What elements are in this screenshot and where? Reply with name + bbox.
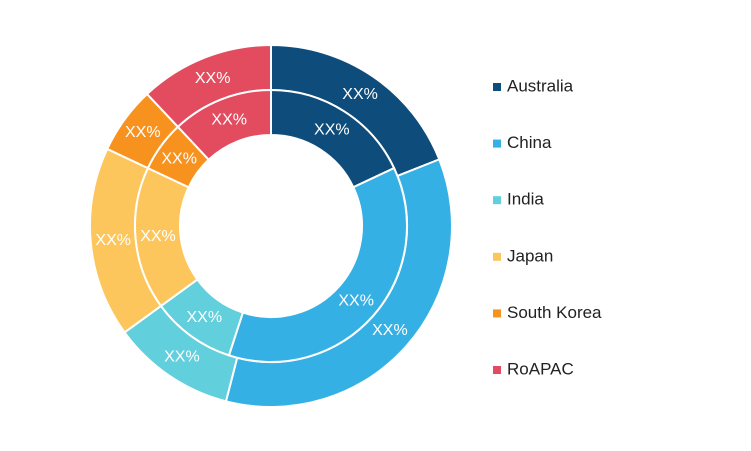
data-label: XX% — [372, 322, 408, 339]
legend-swatch — [493, 309, 501, 318]
legend-swatch — [493, 83, 501, 91]
data-label: XX% — [195, 70, 231, 87]
data-label: XX% — [164, 348, 200, 365]
legend-swatch — [493, 196, 501, 205]
legend-label: Japan — [507, 246, 553, 265]
donut-slice — [224, 158, 453, 408]
data-label: XX% — [211, 112, 247, 129]
data-label: XX% — [95, 232, 131, 249]
legend-label: China — [507, 133, 552, 152]
data-label: XX% — [161, 151, 197, 168]
data-label: XX% — [140, 228, 176, 245]
legend-swatch — [493, 252, 501, 261]
data-label: XX% — [314, 121, 350, 138]
data-label: XX% — [342, 86, 378, 103]
legend-label: India — [507, 190, 544, 209]
donut-slice — [227, 166, 408, 363]
legend-swatch — [493, 139, 501, 148]
legend-label: South Korea — [507, 303, 602, 322]
donut-slice — [176, 88, 272, 162]
data-label: XX% — [186, 309, 222, 326]
legend-swatch — [493, 366, 501, 374]
data-label: XX% — [125, 124, 161, 141]
data-label: XX% — [338, 292, 374, 309]
legend-label: RoAPAC — [507, 359, 574, 378]
legend-label: Australia — [507, 76, 574, 95]
